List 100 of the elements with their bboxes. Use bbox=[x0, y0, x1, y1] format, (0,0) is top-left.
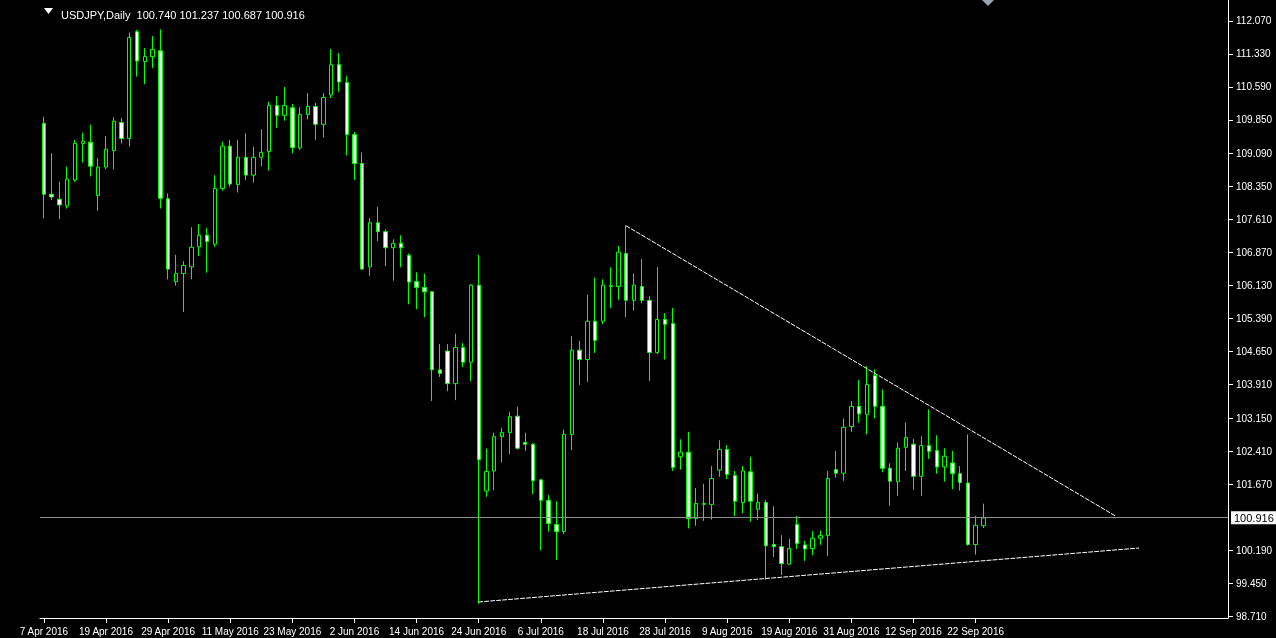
candlestick bbox=[259, 128, 263, 167]
candlestick bbox=[236, 139, 240, 193]
candlestick bbox=[174, 254, 178, 287]
candlestick bbox=[896, 441, 900, 497]
candlestick bbox=[197, 223, 201, 257]
candlestick bbox=[42, 116, 46, 219]
candlestick bbox=[795, 515, 799, 550]
candlestick bbox=[772, 505, 776, 558]
candlestick bbox=[678, 438, 683, 471]
candlestick bbox=[430, 290, 434, 402]
x-tick-label: 19 Aug 2016 bbox=[761, 625, 818, 637]
y-tick-label: 98.710 bbox=[1236, 610, 1268, 622]
candlestick bbox=[717, 439, 722, 478]
candlestick bbox=[834, 450, 838, 479]
y-tick-label: 101.670 bbox=[1236, 478, 1273, 490]
candlestick bbox=[251, 146, 256, 184]
candlestick bbox=[453, 333, 458, 401]
candlestick bbox=[376, 206, 380, 242]
x-tick-label: 14 Jun 2016 bbox=[389, 625, 445, 637]
candlestick bbox=[647, 295, 652, 382]
candlestick bbox=[694, 487, 698, 527]
y-tick-label: 109.090 bbox=[1236, 148, 1273, 160]
candlestick bbox=[562, 429, 566, 535]
candlestick bbox=[810, 530, 815, 556]
x-tick-label: 7 Apr 2016 bbox=[19, 625, 69, 637]
y-tick-label: 106.870 bbox=[1236, 247, 1273, 259]
candlestick bbox=[741, 465, 745, 514]
candlestick bbox=[702, 483, 706, 522]
candlestick bbox=[841, 417, 846, 482]
candlestick bbox=[733, 470, 737, 517]
candlestick bbox=[593, 277, 597, 354]
x-tick-label: 23 May 2016 bbox=[263, 625, 322, 637]
candlestick bbox=[73, 139, 77, 183]
candlestick bbox=[942, 447, 947, 483]
candlestick bbox=[143, 47, 147, 85]
x-tick-label: 31 Aug 2016 bbox=[823, 625, 880, 637]
ref-line-label: 100.916 bbox=[1234, 511, 1274, 524]
candlestick bbox=[438, 343, 442, 378]
candlestick bbox=[577, 340, 582, 386]
x-tick-label: 12 Sep 2016 bbox=[885, 625, 943, 637]
candlestick bbox=[927, 408, 931, 460]
candlestick bbox=[725, 444, 729, 480]
candlestick bbox=[228, 139, 232, 188]
x-tick-label: 11 May 2016 bbox=[201, 625, 260, 637]
candlestick bbox=[616, 245, 621, 301]
candlestick bbox=[383, 228, 388, 267]
candlestick bbox=[873, 368, 877, 419]
candlestick bbox=[345, 75, 349, 156]
candlestick bbox=[461, 342, 465, 368]
candlestick bbox=[904, 421, 908, 472]
candlestick bbox=[966, 433, 970, 547]
candlestick bbox=[671, 307, 675, 472]
candlestick bbox=[469, 283, 473, 382]
candlestick bbox=[189, 226, 194, 280]
candlestick bbox=[787, 538, 791, 566]
candlestick bbox=[414, 271, 419, 310]
y-tick-label: 104.650 bbox=[1236, 346, 1273, 358]
candlestick bbox=[220, 141, 225, 192]
candlestick bbox=[290, 103, 295, 154]
candlestick bbox=[329, 48, 333, 99]
candlestick bbox=[779, 534, 784, 576]
candlestick bbox=[632, 273, 636, 312]
candlestick bbox=[515, 406, 520, 451]
candlestick bbox=[96, 157, 100, 212]
candlestick bbox=[818, 530, 823, 546]
candlestick bbox=[531, 442, 535, 495]
candlestick bbox=[880, 388, 885, 473]
y-tick-label: 111.330 bbox=[1236, 48, 1272, 60]
candlestick bbox=[609, 266, 613, 309]
y-tick-label: 103.910 bbox=[1236, 379, 1273, 391]
candlestick bbox=[445, 343, 450, 392]
candlestick bbox=[298, 106, 302, 151]
x-tick-label: 9 Aug 2016 bbox=[701, 625, 753, 637]
text: USDJPY,Daily 100.740 101.237 100.687 100.916 bbox=[61, 8, 305, 21]
candlestick bbox=[181, 260, 186, 313]
candlestick bbox=[756, 493, 760, 521]
y-tick-label: 102.410 bbox=[1236, 445, 1273, 457]
candlestick bbox=[748, 456, 753, 523]
candlestick bbox=[492, 432, 496, 491]
y-tick-label: 105.390 bbox=[1236, 313, 1273, 325]
candlestick bbox=[655, 266, 659, 355]
candlestick bbox=[321, 92, 326, 139]
candlestick bbox=[500, 427, 504, 463]
y-tick-label: 107.610 bbox=[1236, 214, 1273, 226]
candlestick bbox=[709, 465, 714, 521]
candlestick bbox=[484, 448, 489, 498]
x-tick-label: 19 Apr 2016 bbox=[79, 625, 134, 637]
candlestick bbox=[554, 500, 559, 561]
x-tick-label: 2 Jun 2016 bbox=[329, 625, 380, 637]
y-tick-label: 99.450 bbox=[1236, 577, 1268, 589]
candlestick bbox=[826, 470, 830, 557]
candlestick bbox=[360, 151, 364, 271]
y-tick-label: 106.130 bbox=[1236, 280, 1273, 292]
candlestick bbox=[267, 101, 271, 172]
x-tick-label: 6 Jul 2016 bbox=[517, 625, 565, 637]
candlestick bbox=[919, 435, 923, 497]
candlestick bbox=[803, 540, 807, 562]
candlestick bbox=[313, 102, 318, 141]
candlestick bbox=[166, 192, 170, 280]
candlestick bbox=[911, 438, 916, 491]
